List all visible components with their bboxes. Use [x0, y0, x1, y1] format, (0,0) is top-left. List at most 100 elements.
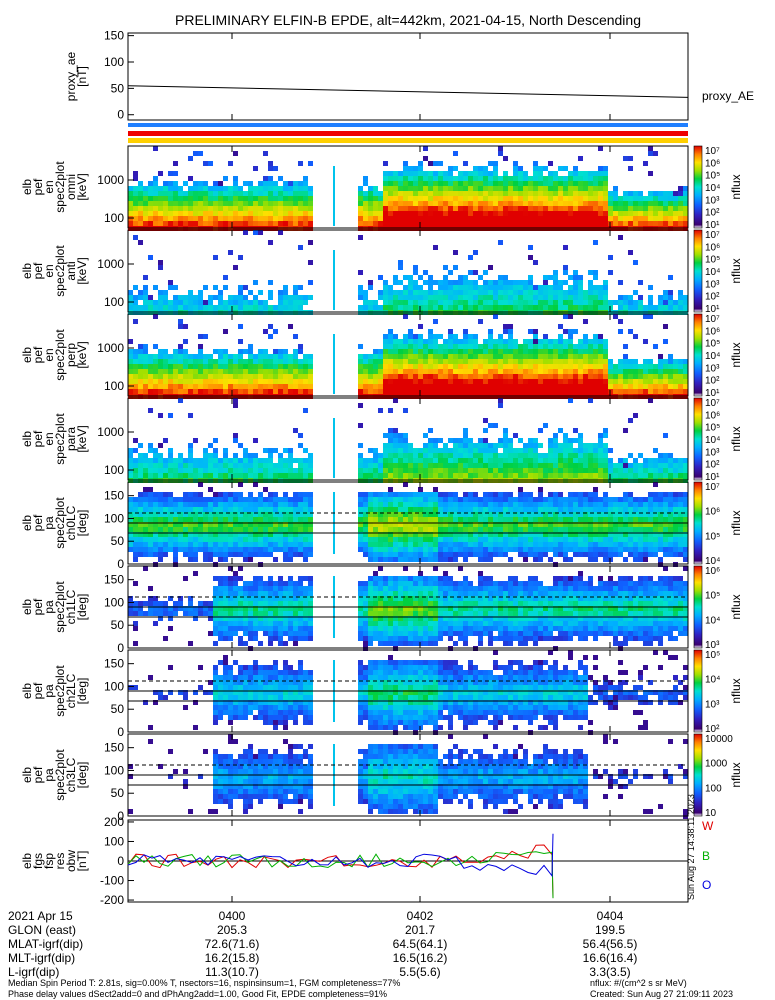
heat-cell [153, 473, 158, 478]
heat-cell [398, 497, 403, 502]
heat-cell [593, 542, 598, 547]
heat-cell [208, 221, 213, 226]
heat-cell [548, 497, 553, 502]
heat-cell [453, 492, 458, 497]
heat-cell [368, 221, 373, 226]
heat-cell [513, 542, 518, 547]
heat-cell [618, 201, 623, 206]
heat-cell [403, 492, 408, 497]
heat-cell [438, 517, 443, 522]
heat-cell [473, 453, 478, 458]
heat-cell [398, 300, 403, 305]
heat-cell [208, 359, 213, 364]
heat-cell [153, 354, 158, 359]
heat-cell [153, 285, 158, 290]
heat-cell [483, 448, 488, 453]
heat-cell [193, 537, 198, 542]
heat-cell [408, 542, 413, 547]
heat-cell [273, 492, 278, 497]
heat-cell [578, 344, 583, 349]
heat-cell [568, 221, 573, 226]
heat-cell [658, 463, 663, 468]
heat-cell [488, 507, 493, 512]
heat-cell [508, 305, 513, 310]
heat-cell [163, 512, 168, 517]
heat-cell [598, 517, 603, 522]
heat-cell [428, 428, 433, 433]
heat-cell [193, 211, 198, 216]
heat-cell [428, 171, 433, 176]
heat-cell [148, 201, 153, 206]
heat-cell [478, 171, 483, 176]
heat-cell [468, 305, 473, 310]
heat-cell [278, 502, 283, 507]
heat-cell [468, 285, 473, 290]
heat-cell [143, 458, 148, 463]
heat-cell [513, 453, 518, 458]
heat-cell [673, 221, 678, 226]
heat-cell [373, 497, 378, 502]
heat-cell [503, 463, 508, 468]
heat-cell [483, 354, 488, 359]
heat-cell [438, 502, 443, 507]
heat-cell [623, 300, 628, 305]
heat-cell [258, 522, 263, 527]
heat-cell [238, 339, 243, 344]
heat-cell [438, 290, 443, 295]
heat-cell [608, 211, 613, 216]
heat-cell [498, 151, 503, 156]
heat-cell [398, 364, 403, 369]
heat-cell [138, 191, 143, 196]
heat-cell [638, 453, 643, 458]
heat-cell [198, 482, 203, 487]
heat-cell [143, 349, 148, 354]
heat-cell [468, 270, 473, 275]
heat-cell [393, 463, 398, 468]
heat-cell [198, 359, 203, 364]
heat-cell [433, 161, 438, 166]
heat-cell [593, 221, 598, 226]
heat-cell [228, 512, 233, 517]
heat-cell [553, 527, 558, 532]
heat-cell [198, 181, 203, 186]
heat-cell [558, 181, 563, 186]
heat-cell [488, 458, 493, 463]
heat-cell [553, 181, 558, 186]
heat-cell [648, 364, 653, 369]
heat-cell [148, 443, 153, 448]
heat-cell [608, 369, 613, 374]
heat-cell [208, 196, 213, 201]
heat-cell [158, 492, 163, 497]
heat-cell [593, 285, 598, 290]
heat-cell [603, 280, 608, 285]
heat-cell [248, 468, 253, 473]
heat-cell [153, 186, 158, 191]
heat-cell [468, 181, 473, 186]
heat-cell [423, 448, 428, 453]
heat-cell [223, 468, 228, 473]
heat-cell [243, 448, 248, 453]
heat-cell [533, 507, 538, 512]
heat-cell [628, 196, 633, 201]
heat-cell [573, 166, 578, 171]
heat-cell [608, 270, 613, 275]
heat-cell [368, 527, 373, 532]
heat-cell [673, 463, 678, 468]
heat-cell [513, 537, 518, 542]
heat-cell [408, 453, 413, 458]
heat-cell [223, 522, 228, 527]
heat-cell [463, 181, 468, 186]
heat-cell [333, 250, 335, 310]
heat-cell [553, 364, 558, 369]
heat-cell [288, 364, 293, 369]
ylabel-line: elb [20, 263, 34, 279]
heat-cell [278, 537, 283, 542]
heat-cell [258, 191, 263, 196]
heat-cell [408, 473, 413, 478]
heat-cell [573, 527, 578, 532]
heat-cell [163, 552, 168, 557]
heat-cell [598, 532, 603, 537]
heat-cell [513, 364, 518, 369]
heat-cell [303, 532, 308, 537]
heat-cell [428, 527, 433, 532]
